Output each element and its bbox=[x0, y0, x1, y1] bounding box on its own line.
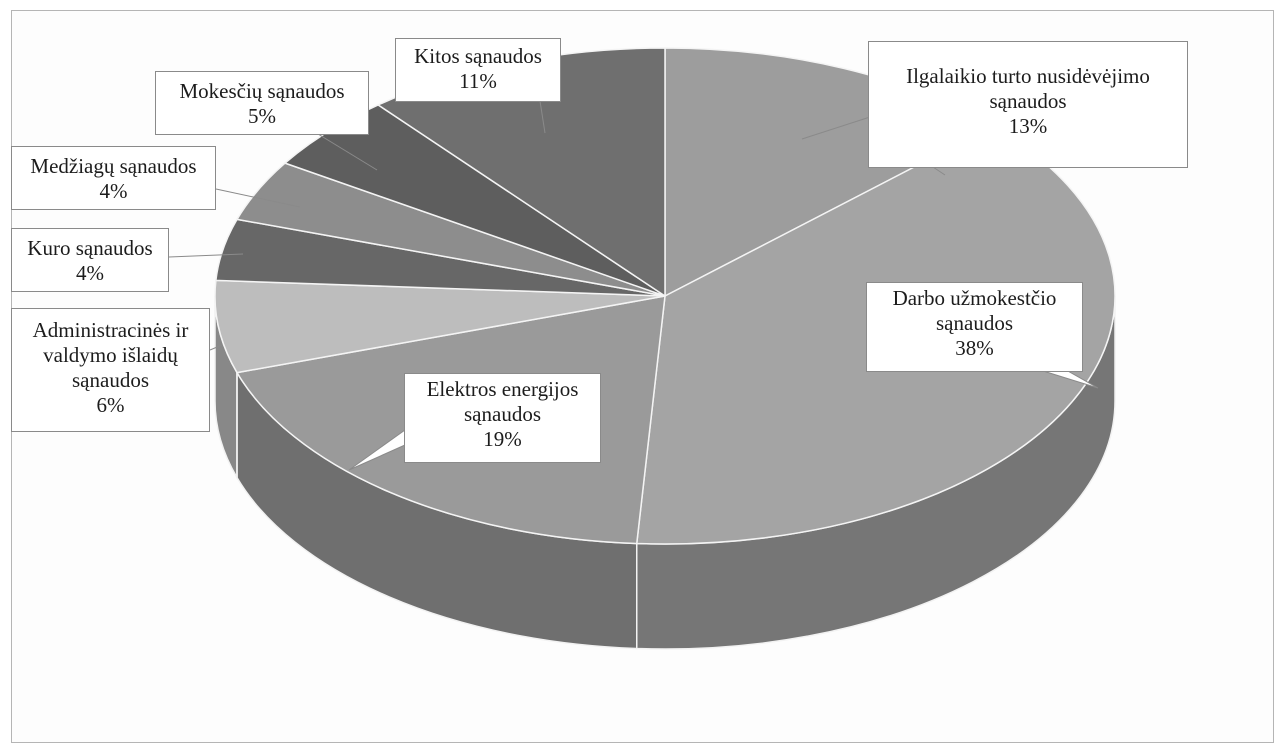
label-administracines-line3: sąnaudos bbox=[72, 368, 149, 392]
label-kitos-pct: 11% bbox=[459, 69, 497, 93]
leader-line bbox=[215, 188, 301, 208]
label-kuro: Kuro sąnaudos 4% bbox=[11, 228, 169, 292]
label-administracines-line1: Administracinės ir bbox=[32, 318, 189, 342]
label-darbo-line2: sąnaudos bbox=[936, 311, 1013, 335]
leader-line bbox=[317, 133, 378, 171]
label-administracines: Administracinės ir valdymo išlaidų sąnau… bbox=[11, 308, 210, 432]
label-mokesciu: Mokesčių sąnaudos 5% bbox=[155, 71, 369, 135]
label-elektros: Elektros energijos sąnaudos 19% bbox=[404, 373, 601, 463]
label-kitos: Kitos sąnaudos 11% bbox=[395, 38, 561, 102]
label-darbo-pct: 38% bbox=[955, 336, 994, 360]
label-kuro-pct: 4% bbox=[76, 261, 104, 285]
label-administracines-line2: valdymo išlaidų bbox=[43, 343, 178, 367]
label-elektros-pct: 19% bbox=[483, 427, 522, 451]
leader-line bbox=[209, 344, 223, 351]
label-mokesciu-line1: Mokesčių sąnaudos bbox=[179, 79, 345, 103]
label-administracines-pct: 6% bbox=[96, 393, 125, 417]
label-kuro-line1: Kuro sąnaudos bbox=[27, 236, 153, 260]
label-darbo-line1: Darbo užmokestčio bbox=[892, 286, 1057, 310]
label-ilgalaikio: Ilgalaikio turto nusidėvėjimo sąnaudos 1… bbox=[868, 41, 1188, 168]
pie-slice-3 bbox=[214, 279, 666, 374]
leader-line bbox=[168, 253, 244, 258]
leader-line bbox=[801, 116, 871, 140]
label-mokesciu-pct: 5% bbox=[248, 104, 276, 128]
label-medziagu: Medžiagų sąnaudos 4% bbox=[11, 146, 216, 210]
label-ilgalaikio-line1: Ilgalaikio turto nusidėvėjimo bbox=[906, 64, 1150, 88]
label-ilgalaikio-line2: sąnaudos bbox=[989, 89, 1067, 113]
label-darbo: Darbo užmokestčio sąnaudos 38% bbox=[866, 282, 1083, 372]
label-elektros-line1: Elektros energijos bbox=[426, 377, 579, 401]
label-medziagu-pct: 4% bbox=[99, 179, 128, 203]
leader-line bbox=[539, 100, 546, 134]
label-medziagu-line1: Medžiagų sąnaudos bbox=[30, 154, 197, 178]
label-ilgalaikio-pct: 13% bbox=[1008, 114, 1048, 138]
label-elektros-line2: sąnaudos bbox=[464, 402, 541, 426]
label-kitos-line1: Kitos sąnaudos bbox=[414, 44, 542, 68]
